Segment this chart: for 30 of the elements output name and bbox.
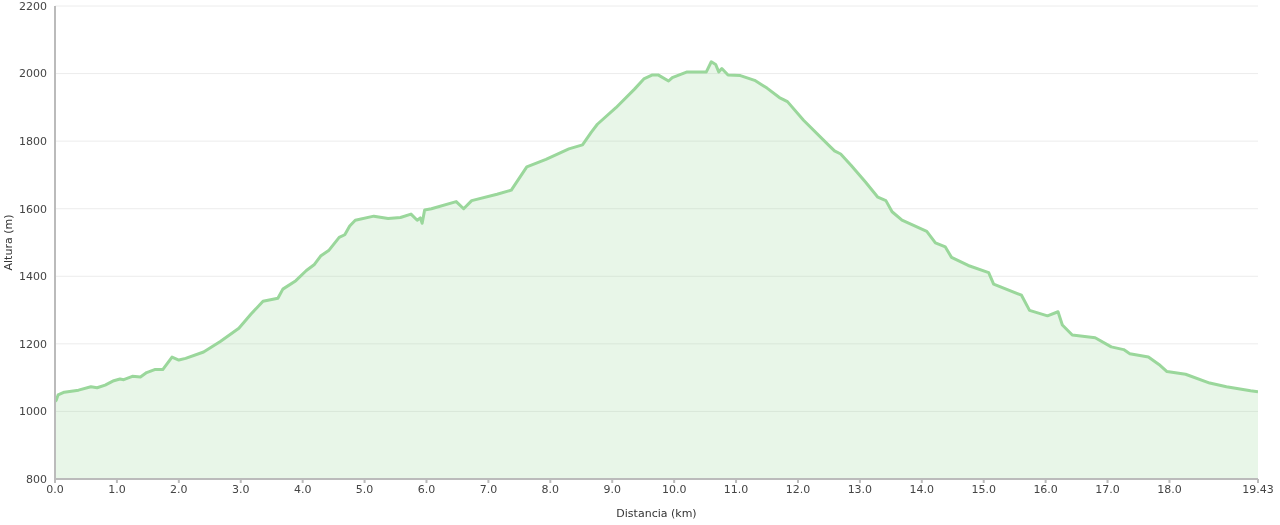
y-tick-label: 1200 [19, 337, 47, 351]
x-tick-label: 5.0 [355, 482, 374, 496]
x-axis-title: Distancia (km) [616, 507, 697, 520]
x-tick-label: 8.0 [541, 482, 560, 496]
x-tick-label: 18.0 [1157, 482, 1182, 496]
x-tick-label: 11.0 [723, 482, 749, 496]
x-tick-label: 0.0 [46, 482, 64, 496]
x-tick-label: 13.0 [847, 482, 873, 496]
x-tick-label: 15.0 [971, 482, 996, 496]
x-tick-label: 9.0 [603, 482, 621, 496]
x-tick-label: 4.0 [293, 482, 312, 496]
y-tick-label: 1000 [19, 405, 47, 419]
x-tick-label: 6.0 [417, 482, 436, 496]
y-tick-label: 2000 [19, 67, 47, 81]
x-tick-label: 12.0 [785, 482, 811, 496]
y-tick-label: 1600 [19, 202, 47, 216]
y-tick-label: 1400 [19, 270, 47, 284]
y-axis-title: Altura (m) [1, 214, 15, 271]
x-tick-label: 3.0 [231, 482, 250, 496]
y-tick-label: 800 [26, 472, 47, 486]
y-tick-label: 1800 [19, 135, 47, 149]
x-tick-label: 2.0 [170, 482, 188, 496]
x-tick-label: 17.0 [1095, 482, 1120, 496]
x-tick-label: 1.0 [108, 482, 126, 496]
y-tick-label: 2200 [19, 0, 47, 13]
x-tick-label: 10.0 [661, 482, 687, 496]
x-tick-label: 7.0 [479, 482, 498, 496]
x-tick-label: 16.0 [1033, 482, 1058, 496]
x-tick-label: 19.43 [1242, 482, 1274, 496]
x-tick-label: 14.0 [909, 482, 935, 496]
